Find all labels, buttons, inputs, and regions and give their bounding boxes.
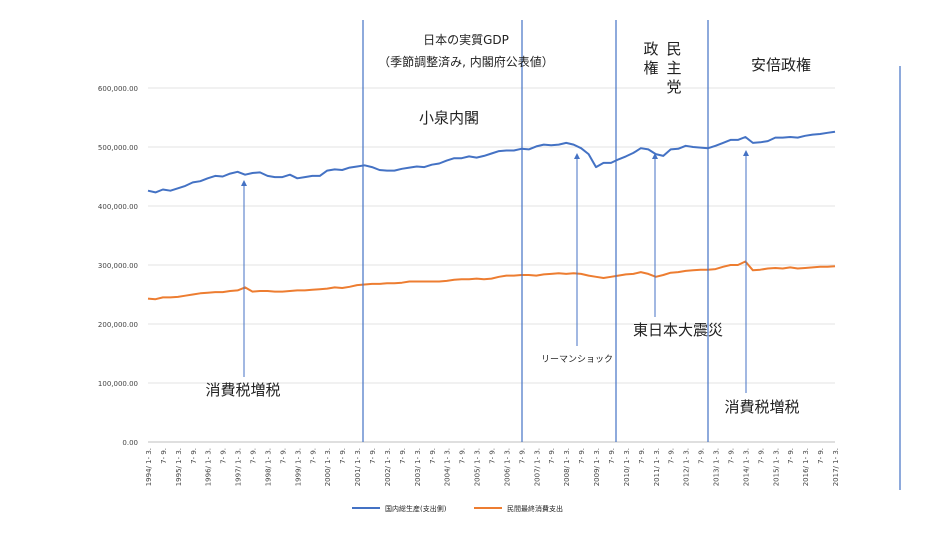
x-tick-label: 2001/ 1- 3. xyxy=(354,448,362,486)
x-tick-label: 2007/ 1- 3. xyxy=(533,448,541,486)
x-tick-label: 2006/ 1- 3. xyxy=(503,448,511,486)
x-tick-label: 1999/ 1- 3. xyxy=(294,448,302,486)
x-tick-label: 2014/ 1- 3. xyxy=(742,448,750,486)
x-tick-label: 1994/ 1- 3. xyxy=(145,448,153,486)
y-tick-label: 400,000.00 xyxy=(98,203,138,211)
x-tick-label: 7- 9. xyxy=(220,448,228,464)
annotation-tax-1997: 消費税増税 xyxy=(205,381,280,399)
x-tick-label: 7- 9. xyxy=(698,448,706,464)
x-tick-label: 2015/ 1- 3. xyxy=(772,448,780,486)
arrow-tax-1997-head xyxy=(241,180,247,186)
y-tick-label: 600,000.00 xyxy=(98,85,138,93)
x-tick-label: 1998/ 1- 3. xyxy=(264,448,272,486)
x-tick-label: 2005/ 1- 3. xyxy=(474,448,482,486)
annotation-abe: 安倍政権 xyxy=(751,56,811,74)
x-tick-label: 7- 9. xyxy=(160,448,168,464)
x-tick-label: 1995/ 1- 3. xyxy=(175,448,183,486)
era-divider-lines xyxy=(362,20,901,490)
y-tick-label: 500,000.00 xyxy=(98,144,138,152)
y-tick-label: 100,000.00 xyxy=(98,380,138,388)
x-tick-label: 2000/ 1- 3. xyxy=(324,448,332,486)
x-tick-label: 2002/ 1- 3. xyxy=(384,448,392,486)
annotation-lehman: リーマンショック xyxy=(541,354,613,365)
x-tick-label: 7- 9. xyxy=(548,448,556,464)
y-axis-tick-labels: 0.00 100,000.00 200,000.00 300,000.00 400,00… xyxy=(98,85,138,447)
x-tick-label: 1996/ 1- 3. xyxy=(205,448,213,486)
annotation-earthquake: 東日本大震災 xyxy=(633,321,723,339)
x-tick-label: 7- 9. xyxy=(489,448,497,464)
x-tick-label: 7- 9. xyxy=(817,448,825,464)
x-tick-label: 2003/ 1- 3. xyxy=(414,448,422,486)
arrow-tax-2014-head xyxy=(743,150,749,156)
event-arrows xyxy=(241,150,749,393)
x-tick-label: 7- 9. xyxy=(727,448,735,464)
x-tick-label: 7- 9. xyxy=(668,448,676,464)
x-tick-label: 7- 9. xyxy=(459,448,467,464)
x-tick-label: 2010/ 1- 3. xyxy=(623,448,631,486)
x-tick-label: 7- 9. xyxy=(339,448,347,464)
gridlines xyxy=(148,87,835,443)
x-tick-label: 2016/ 1- 3. xyxy=(802,448,810,486)
chart-title: 日本の実質GDP xyxy=(423,32,509,47)
x-tick-label: 7- 9. xyxy=(608,448,616,464)
x-tick-label: 2012/ 1- 3. xyxy=(683,448,691,486)
x-tick-label: 2017/ 1- 3. xyxy=(832,448,840,486)
y-tick-label: 200,000.00 xyxy=(98,321,138,329)
x-tick-label: 7- 9. xyxy=(399,448,407,464)
x-tick-label: 2011/ 1- 3. xyxy=(653,448,661,486)
x-axis-tick-labels: 1994/ 1- 3. 7- 9. 1995/ 1- 3. 7- 9. 1996/ 1-… xyxy=(145,448,840,486)
series-line-consumption xyxy=(147,260,836,301)
x-tick-label: 7- 9. xyxy=(279,448,287,464)
x-tick-label: 7- 9. xyxy=(638,448,646,464)
legend: 国内総生産(支出側) 民間最終消費支出 xyxy=(352,504,563,513)
series-lines xyxy=(147,130,836,301)
annotation-tax-2014: 消費税増税 xyxy=(724,398,799,416)
annotation-dpj-char4: 主 xyxy=(666,59,681,77)
x-tick-label: 7- 9. xyxy=(250,448,258,464)
x-tick-label: 2004/ 1- 3. xyxy=(444,448,452,486)
x-tick-label: 7- 9. xyxy=(787,448,795,464)
legend-label-gdp: 国内総生産(支出側) xyxy=(385,504,447,513)
x-tick-label: 7- 9. xyxy=(309,448,317,464)
arrow-lehman-head xyxy=(574,153,580,159)
annotation-dpj-char1: 政 xyxy=(643,40,658,58)
x-tick-label: 1997/ 1- 3. xyxy=(235,448,243,486)
x-tick-label: 7- 9. xyxy=(518,448,526,464)
arrow-earthquake-head xyxy=(652,153,658,159)
y-tick-label: 0.00 xyxy=(122,439,138,447)
annotation-dpj-char5: 党 xyxy=(666,78,681,96)
x-tick-label: 2009/ 1- 3. xyxy=(593,448,601,486)
x-tick-label: 7- 9. xyxy=(369,448,377,464)
annotation-dpj-char2: 権 xyxy=(643,59,658,77)
y-tick-label: 300,000.00 xyxy=(98,262,138,270)
series-line-gdp xyxy=(147,130,836,194)
legend-label-consumption: 民間最終消費支出 xyxy=(507,504,563,513)
annotation-dpj-char3: 民 xyxy=(666,40,681,58)
x-tick-label: 2008/ 1- 3. xyxy=(563,448,571,486)
x-tick-label: 7- 9. xyxy=(429,448,437,464)
x-tick-label: 7- 9. xyxy=(190,448,198,464)
chart-subtitle: （季節調整済み, 内閣府公表値） xyxy=(378,54,554,69)
x-tick-label: 7- 9. xyxy=(578,448,586,464)
annotation-koizumi: 小泉内閣 xyxy=(419,109,479,127)
x-tick-label: 7- 9. xyxy=(757,448,765,464)
x-tick-label: 2013/ 1- 3. xyxy=(713,448,721,486)
